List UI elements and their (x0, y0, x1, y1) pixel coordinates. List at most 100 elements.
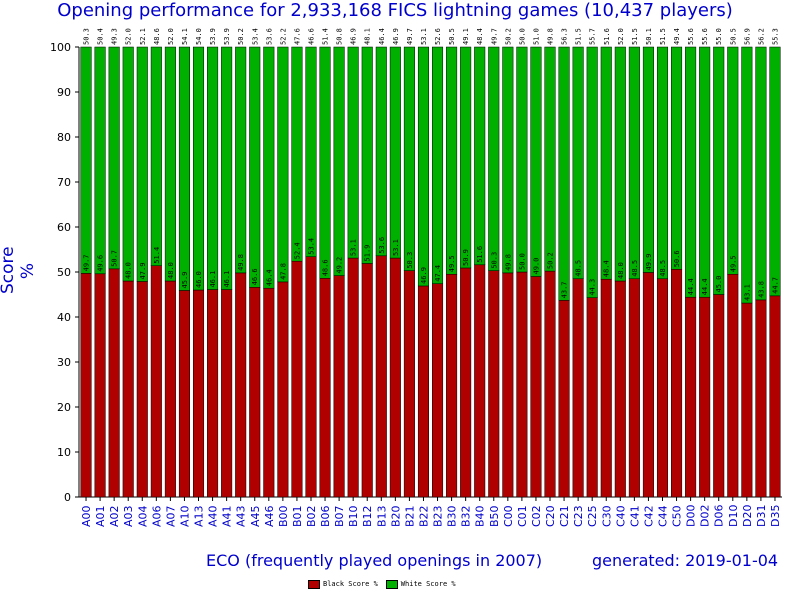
bar-black-A10 (178, 290, 190, 498)
bar-white-A43 (235, 46, 247, 274)
data-label-white-D00: 55.6 (687, 28, 695, 45)
x-tick-label-B40: B40 (474, 505, 487, 527)
bar-white-C25 (586, 46, 598, 298)
bar-white-B07 (333, 46, 345, 276)
bar-white-A00 (80, 46, 92, 274)
data-label-white-B21: 49.7 (406, 28, 414, 45)
bar-black-D00 (685, 296, 697, 498)
data-label-white-A13: 54.0 (195, 28, 203, 45)
data-label-black-A01: 49.6 (97, 255, 105, 272)
data-label-white-A02: 49.3 (111, 28, 119, 45)
bar-black-A02 (108, 268, 120, 498)
data-label-white-C23: 51.5 (575, 28, 583, 45)
data-label-white-B13: 46.4 (378, 28, 386, 45)
bar-white-B20 (389, 46, 401, 259)
data-label-white-B32: 49.1 (462, 28, 470, 45)
data-label-black-B21: 50.3 (406, 252, 414, 269)
data-label-white-B02: 46.6 (307, 28, 315, 45)
legend-label-white: White Score % (400, 580, 456, 588)
y-tick-label: 10 (57, 446, 71, 459)
bar-white-D06 (713, 46, 725, 295)
bar-black-B23 (432, 283, 444, 498)
x-tick-label-A13: A13 (193, 505, 206, 527)
bar-black-C25 (586, 297, 598, 498)
bar-black-C02 (530, 276, 542, 498)
bar-white-D00 (685, 46, 697, 298)
bar-black-C44 (656, 278, 669, 498)
y-tick-label: 90 (57, 86, 71, 99)
bar-white-B23 (432, 46, 444, 284)
data-label-white-B23: 52.6 (434, 28, 442, 45)
x-tick-label-C20: C20 (544, 505, 557, 527)
bar-white-B13 (375, 46, 387, 257)
bar-white-B10 (347, 46, 359, 259)
data-label-black-A04: 47.9 (139, 263, 147, 280)
x-tick-label-D20: D20 (741, 505, 754, 527)
data-label-black-D20: 43.1 (743, 284, 751, 301)
bar-black-B32 (460, 267, 472, 498)
x-tick-label-A04: A04 (136, 505, 149, 527)
data-label-white-A43: 50.2 (237, 28, 245, 45)
bar-black-D20 (741, 302, 753, 498)
x-tick-label-D35: D35 (769, 505, 782, 527)
data-label-black-A46: 46.4 (265, 269, 273, 286)
bar-black-B02 (305, 256, 317, 498)
x-tick-label-C42: C42 (642, 505, 655, 527)
bar-white-C02 (530, 46, 542, 277)
bar-white-A06 (150, 46, 162, 266)
data-label-black-B01: 52.4 (293, 242, 301, 259)
bar-white-B22 (417, 46, 429, 287)
data-label-white-C02: 51.0 (532, 28, 540, 45)
y-tick-label: 0 (64, 491, 71, 504)
x-tick-label-D00: D00 (685, 505, 698, 527)
x-tick-label-C40: C40 (614, 505, 627, 527)
data-label-black-A41: 46.1 (223, 271, 231, 288)
bar-white-A07 (164, 46, 176, 282)
bar-white-C50 (671, 46, 683, 270)
data-label-white-C30: 51.6 (603, 28, 611, 45)
bar-white-A01 (94, 46, 106, 275)
bar-black-D10 (727, 274, 739, 498)
bar-black-A13 (192, 289, 205, 498)
data-label-black-D02: 44.4 (701, 278, 709, 295)
data-label-black-B06: 48.6 (322, 259, 330, 276)
x-tick-label-C41: C41 (628, 505, 641, 527)
x-tick-label-A46: A46 (263, 505, 276, 527)
data-label-white-B40: 48.4 (476, 28, 484, 45)
bar-black-C00 (502, 272, 514, 498)
x-tick-label-B50: B50 (488, 505, 501, 527)
y-tick-label: 70 (57, 176, 71, 189)
generated-date: generated: 2019-01-04 (592, 551, 779, 570)
data-label-black-B00: 47.8 (279, 263, 287, 280)
x-tick-label-A40: A40 (207, 505, 220, 527)
data-label-black-A00: 49.7 (83, 254, 91, 271)
bar-black-B30 (446, 274, 458, 498)
data-label-white-A00: 50.3 (83, 28, 91, 45)
x-tick-label-C50: C50 (671, 505, 684, 527)
bar-black-B01 (291, 260, 303, 498)
bar-white-C00 (502, 46, 514, 274)
bar-black-B07 (333, 275, 345, 498)
bar-black-A45 (249, 287, 261, 498)
data-label-white-D10: 50.5 (729, 28, 737, 45)
data-label-white-A04: 52.1 (139, 28, 147, 45)
bar-black-B10 (347, 257, 359, 498)
legend-swatch-black (308, 579, 320, 589)
data-label-white-D06: 55.0 (715, 28, 723, 45)
bar-black-C01 (516, 271, 528, 498)
data-label-white-C41: 51.5 (631, 28, 639, 45)
data-label-white-B12: 48.1 (364, 28, 372, 45)
x-tick-label-A01: A01 (94, 505, 107, 527)
chart-title: Opening performance for 2,933,168 FICS l… (57, 0, 733, 21)
bar-black-B21 (403, 270, 415, 498)
bar-black-A07 (164, 280, 176, 498)
bar-white-B01 (291, 46, 303, 262)
y-tick-label: 60 (57, 221, 71, 234)
bar-white-C42 (642, 46, 654, 273)
bar-white-B50 (488, 46, 500, 271)
data-label-black-C21: 43.7 (561, 281, 569, 298)
x-tick-label-C25: C25 (586, 505, 599, 527)
bar-black-A06 (150, 265, 162, 498)
bar-black-B12 (361, 263, 373, 498)
